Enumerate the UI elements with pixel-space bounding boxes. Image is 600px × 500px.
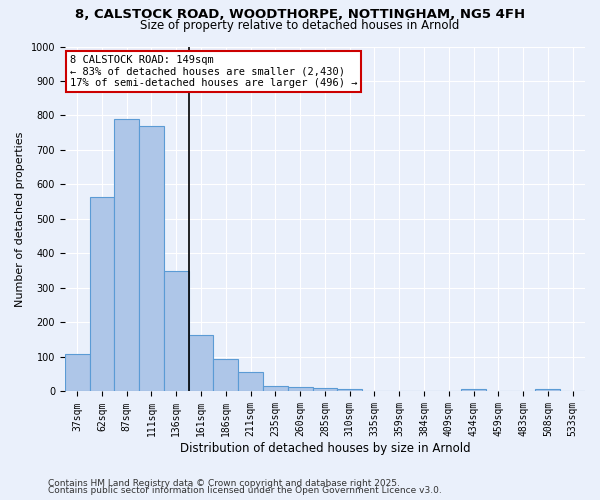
Bar [263, 386, 288, 392]
Bar [65, 354, 89, 392]
Bar [337, 388, 362, 392]
Y-axis label: Number of detached properties: Number of detached properties [15, 132, 25, 306]
Bar [535, 388, 560, 392]
Text: 8 CALSTOCK ROAD: 149sqm
← 83% of detached houses are smaller (2,430)
17% of semi: 8 CALSTOCK ROAD: 149sqm ← 83% of detache… [70, 55, 358, 88]
Bar [115, 119, 139, 392]
Bar [139, 126, 164, 392]
X-axis label: Distribution of detached houses by size in Arnold: Distribution of detached houses by size … [179, 442, 470, 455]
Bar [238, 372, 263, 392]
Bar [188, 334, 214, 392]
Text: Contains public sector information licensed under the Open Government Licence v3: Contains public sector information licen… [48, 486, 442, 495]
Bar [164, 270, 188, 392]
Bar [313, 388, 337, 392]
Bar [89, 196, 115, 392]
Bar [214, 358, 238, 392]
Bar [461, 388, 486, 392]
Text: Size of property relative to detached houses in Arnold: Size of property relative to detached ho… [140, 19, 460, 32]
Bar [288, 388, 313, 392]
Text: 8, CALSTOCK ROAD, WOODTHORPE, NOTTINGHAM, NG5 4FH: 8, CALSTOCK ROAD, WOODTHORPE, NOTTINGHAM… [75, 8, 525, 20]
Text: Contains HM Land Registry data © Crown copyright and database right 2025.: Contains HM Land Registry data © Crown c… [48, 478, 400, 488]
